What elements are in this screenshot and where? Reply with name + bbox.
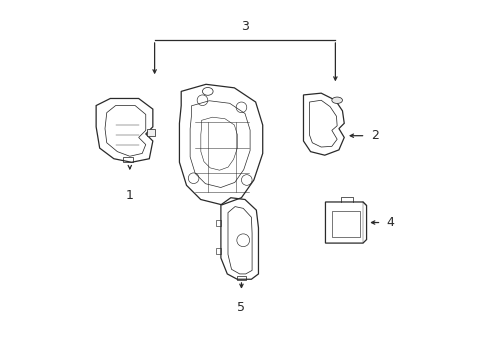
FancyBboxPatch shape bbox=[147, 129, 155, 136]
Text: 1: 1 bbox=[126, 189, 134, 202]
Text: 4: 4 bbox=[387, 216, 394, 229]
Text: 5: 5 bbox=[238, 301, 245, 314]
Ellipse shape bbox=[332, 97, 343, 103]
Text: 3: 3 bbox=[241, 20, 249, 33]
Text: 2: 2 bbox=[371, 129, 379, 142]
